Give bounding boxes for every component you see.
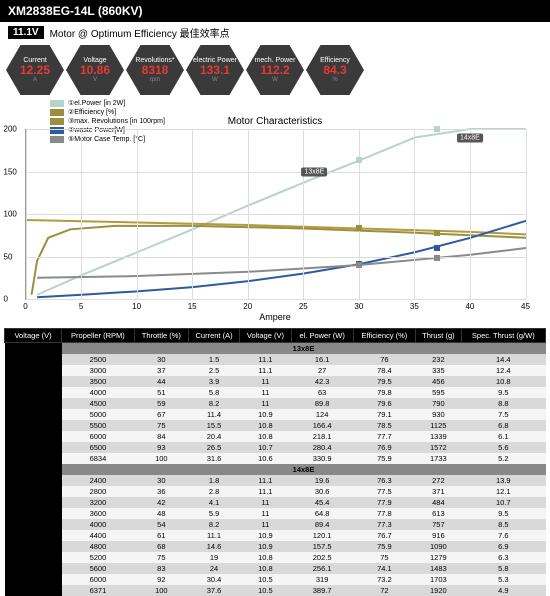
data-table: Voltage (V)Propeller (RPM)Throttle (%)Cu… [4,328,546,596]
subheader-text: Motor @ Optimum Efficiency 最佳效率点 [50,25,230,40]
metrics-row: Current12.25AVoltage10.86VRevolutions*83… [0,43,550,97]
metric-hex: Efficiency84.3% [306,45,364,95]
metric-hex: Current12.25A [6,45,64,95]
voltage-badge: 11.1V [8,26,44,39]
legend-item: ①el.Power [in 2W] [50,99,500,107]
data-table-wrap: Voltage (V)Propeller (RPM)Throttle (%)Cu… [0,328,550,596]
metric-hex: electric Power133.1W [186,45,244,95]
motor-chart: 05010015020005101520253035404513x8E14x8E [25,129,526,300]
subheader: 11.1V Motor @ Optimum Efficiency 最佳效率点 [0,22,550,43]
model-title: XM2838EG-14L (860KV) [0,0,550,22]
metric-hex: Voltage10.86V [66,45,124,95]
metric-hex: mech. Power112.2W [246,45,304,95]
chart-xlabel: Ampere [0,312,550,322]
metric-hex: Revolutions*8318rpm [126,45,184,95]
legend-item: ②Efficiency [%] [50,108,500,116]
